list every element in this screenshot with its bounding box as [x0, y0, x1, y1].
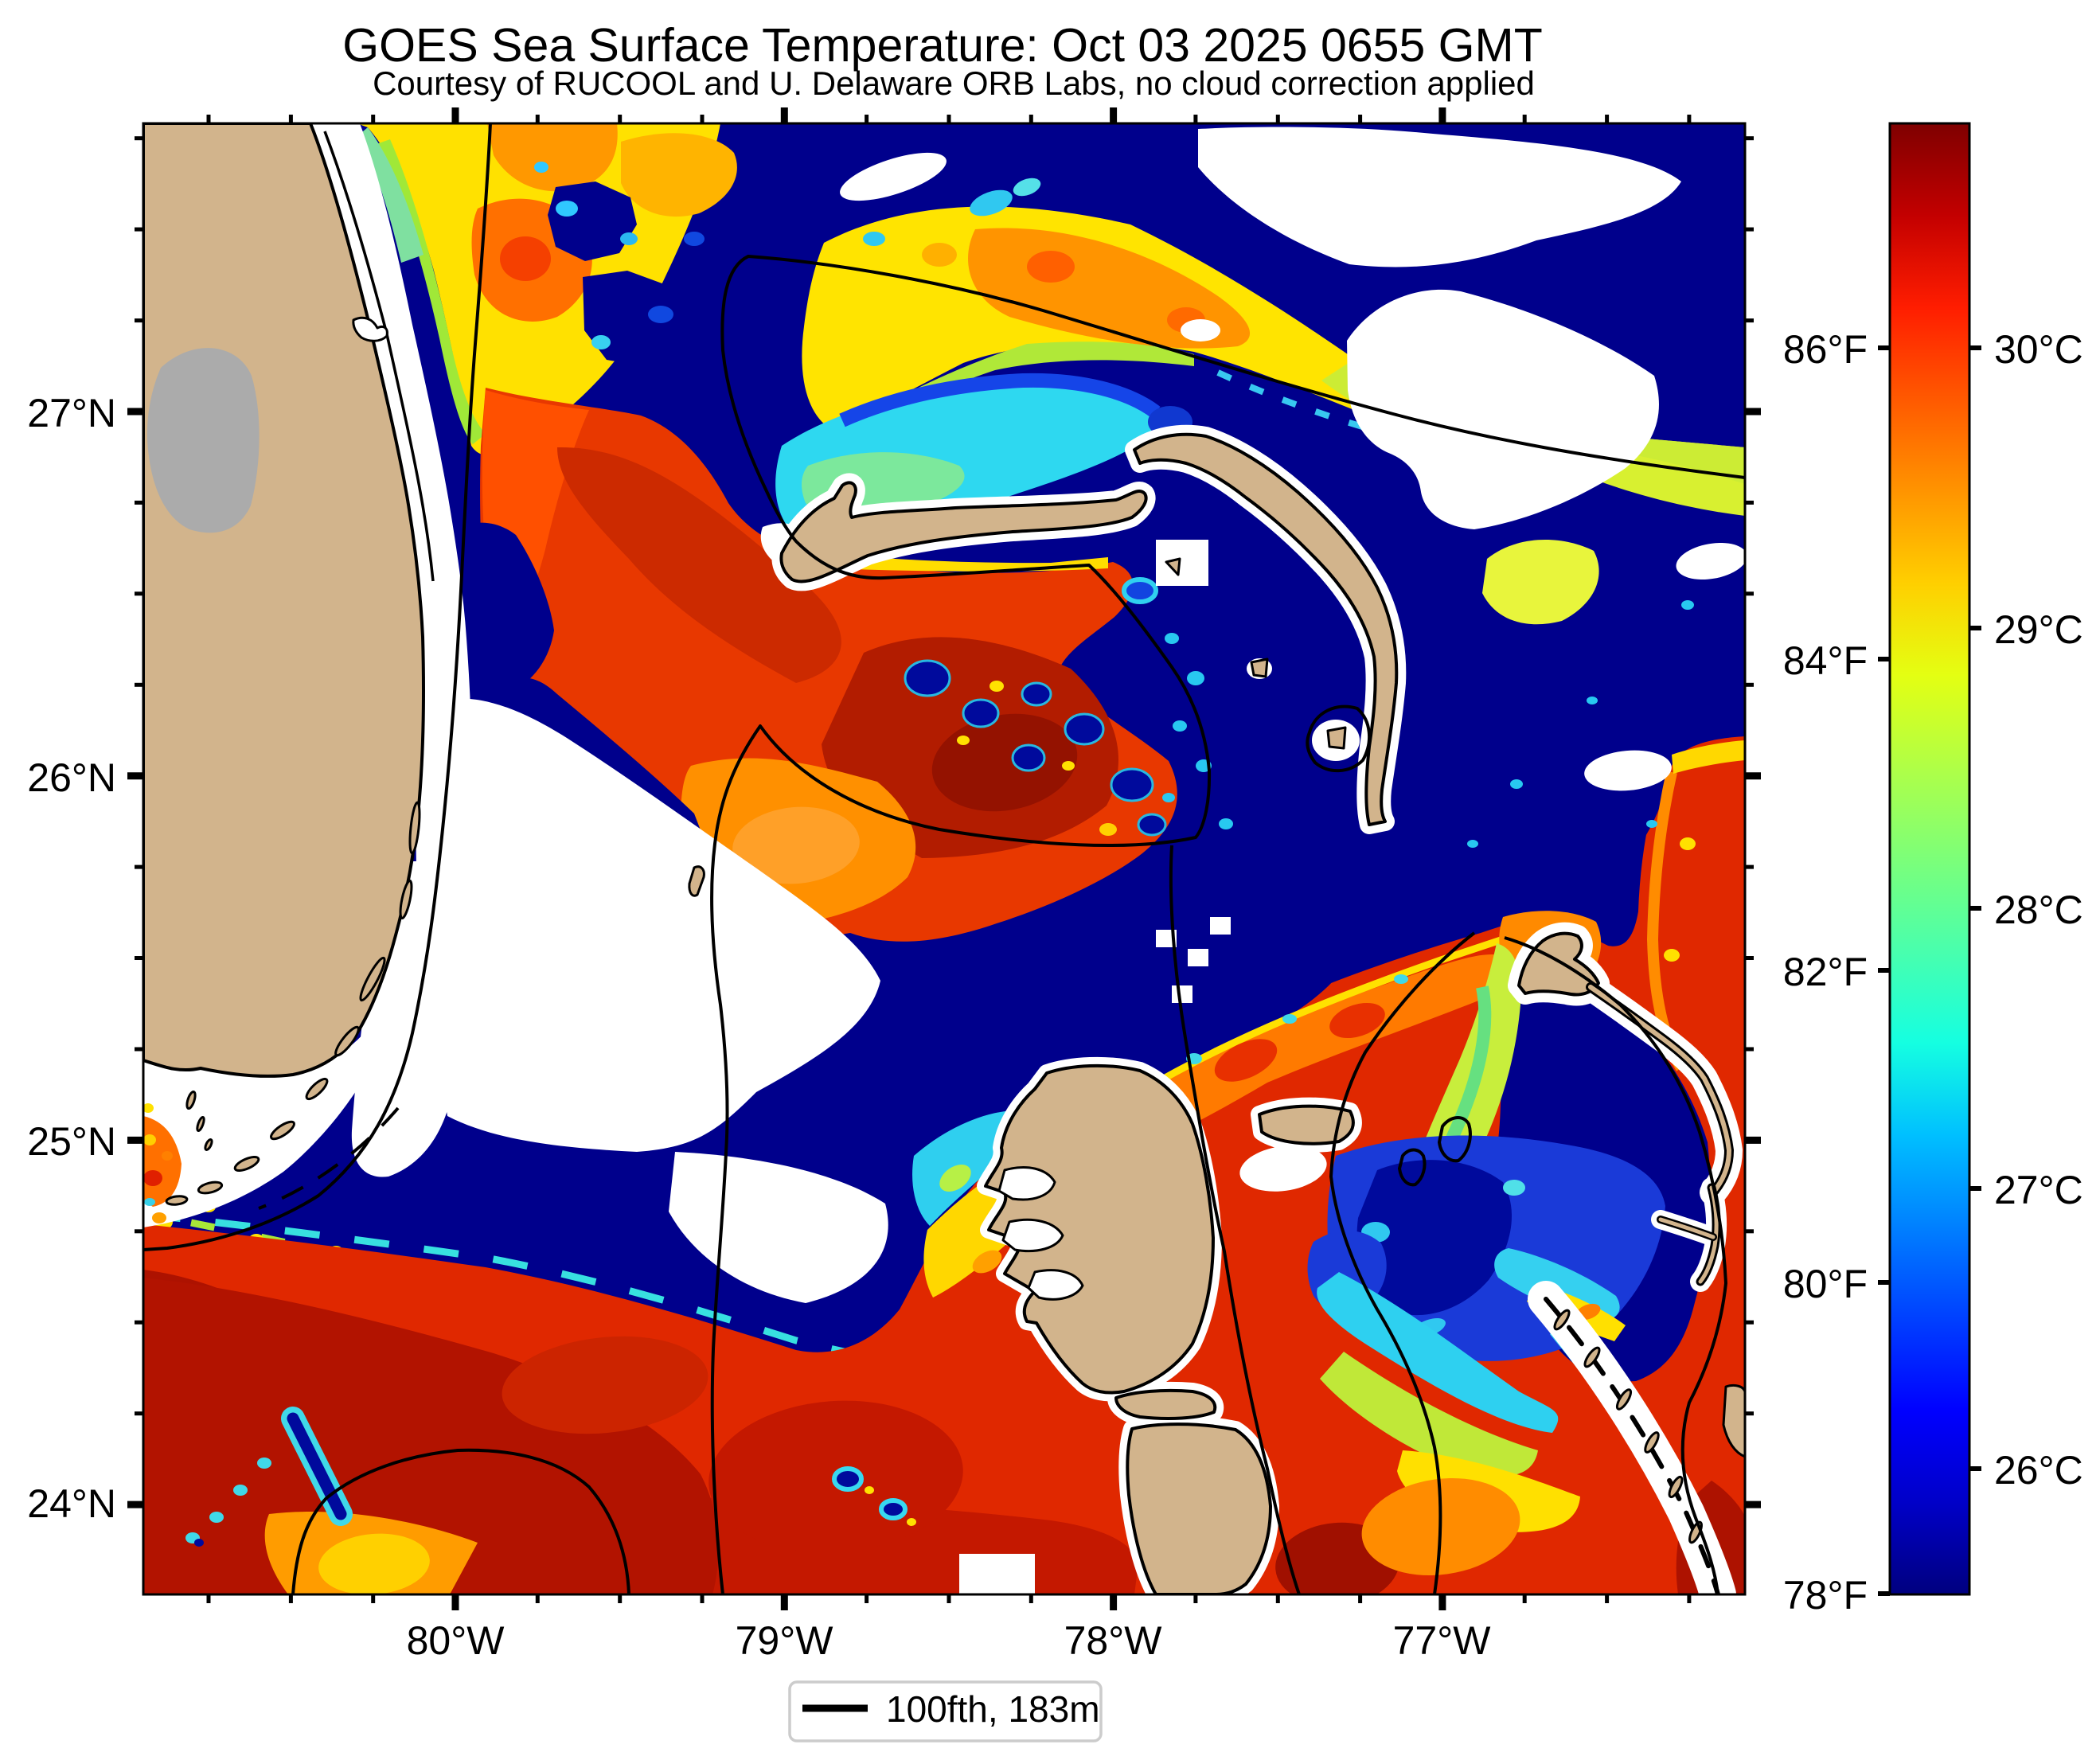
- svg-text:29°C: 29°C: [1994, 607, 2083, 652]
- svg-text:Courtesy of RUCOOL and U. Dela: Courtesy of RUCOOL and U. Delaware ORB L…: [373, 64, 1535, 102]
- svg-text:26°N: 26°N: [27, 755, 116, 800]
- svg-text:78°W: 78°W: [1064, 1618, 1163, 1663]
- svg-text:78°F: 78°F: [1783, 1573, 1868, 1618]
- svg-text:GOES Sea Surface Temperature:: GOES Sea Surface Temperature: Oct 03 202…: [342, 19, 1542, 72]
- svg-text:77°W: 77°W: [1393, 1618, 1492, 1663]
- svg-text:26°C: 26°C: [1994, 1448, 2083, 1493]
- svg-text:100fth, 183m: 100fth, 183m: [886, 1688, 1100, 1730]
- svg-text:30°C: 30°C: [1994, 327, 2083, 372]
- svg-text:80°F: 80°F: [1783, 1262, 1868, 1306]
- svg-text:82°F: 82°F: [1783, 950, 1868, 994]
- svg-text:86°F: 86°F: [1783, 327, 1868, 372]
- svg-text:25°N: 25°N: [27, 1119, 116, 1164]
- svg-text:79°W: 79°W: [736, 1618, 834, 1663]
- svg-text:27°C: 27°C: [1994, 1168, 2083, 1212]
- svg-text:24°N: 24°N: [27, 1481, 116, 1526]
- svg-text:27°N: 27°N: [27, 391, 116, 435]
- svg-text:80°W: 80°W: [407, 1618, 505, 1663]
- svg-text:28°C: 28°C: [1994, 888, 2083, 932]
- svg-text:84°F: 84°F: [1783, 638, 1868, 683]
